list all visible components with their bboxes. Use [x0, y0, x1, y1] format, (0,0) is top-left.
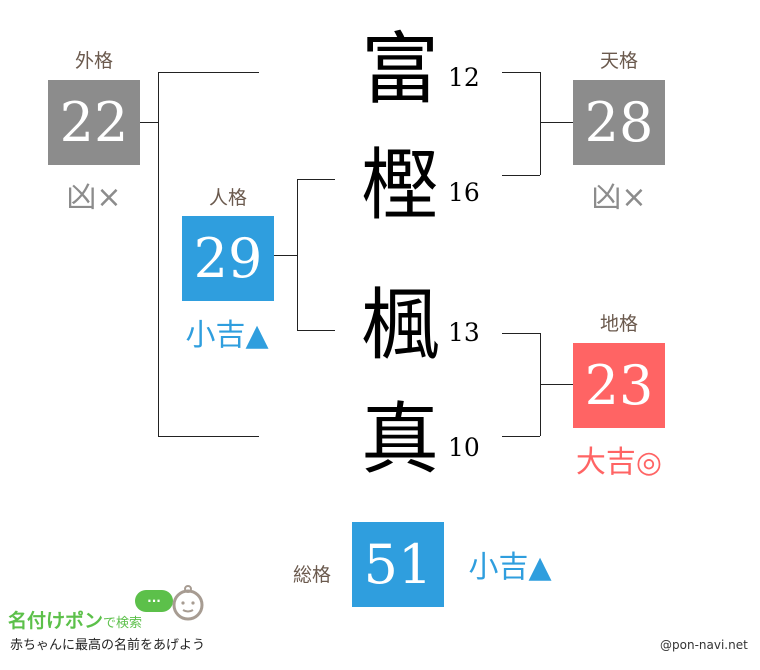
gaikaku-fortune: 凶×: [66, 180, 122, 215]
name-character-1: 富: [360, 25, 439, 115]
ten-bracket-bottom: [502, 175, 540, 176]
stroke-count-2: 16: [448, 178, 480, 207]
stroke-count-3: 13: [448, 318, 480, 347]
tenkaku-value-box: 28: [573, 80, 665, 165]
name-character-3: 楓: [360, 281, 439, 371]
name-character-4: 真: [360, 395, 439, 485]
outer-bracket-bottom: [158, 436, 259, 437]
gaikaku-value-box: 22: [48, 80, 140, 165]
stroke-count-1: 12: [448, 63, 480, 92]
soukaku-value-box: 51: [352, 522, 444, 607]
inner-bracket-vertical: [297, 179, 298, 331]
chi-bracket-top: [502, 333, 540, 334]
outer-bracket-top: [158, 72, 259, 73]
tenkaku-connector: [540, 122, 573, 123]
gaikaku-connector: [140, 122, 158, 123]
jinkaku-fortune: 小吉▲: [185, 318, 269, 353]
logo-suffix: で検索: [103, 616, 143, 631]
logo-title-text: 名付けポン: [8, 610, 104, 632]
jinkaku-value-box: 29: [182, 216, 274, 301]
chikaku-connector: [540, 384, 573, 385]
jinkaku-connector: [274, 255, 297, 256]
jinkaku-label: 人格: [208, 187, 247, 209]
site-credit: @pon-navi.net: [660, 638, 748, 652]
tenkaku-label: 天格: [599, 50, 638, 72]
baby-face-icon: [172, 585, 204, 621]
ten-bracket-vertical: [540, 72, 541, 175]
chikaku-fortune: 大吉◎: [575, 445, 663, 480]
name-character-2: 樫: [360, 141, 439, 231]
tenkaku-fortune: 凶×: [591, 180, 647, 215]
chikaku-value-box: 23: [573, 343, 665, 428]
inner-bracket-top: [297, 179, 335, 180]
inner-bracket-bottom: [297, 330, 335, 331]
speech-bubble-icon: ...: [135, 590, 173, 612]
logo-tagline: 赤ちゃんに最高の名前をあげよう: [10, 638, 206, 653]
soukaku-label: 総格: [292, 564, 331, 586]
ten-bracket-top: [502, 72, 540, 73]
chikaku-label: 地格: [599, 313, 638, 335]
gaikaku-label: 外格: [74, 50, 113, 72]
soukaku-fortune: 小吉▲: [468, 550, 552, 585]
outer-bracket-vertical: [158, 72, 159, 437]
stroke-count-4: 10: [448, 433, 480, 462]
logo-title: 名付けポンで検索: [8, 606, 142, 633]
chi-bracket-bottom: [502, 436, 540, 437]
